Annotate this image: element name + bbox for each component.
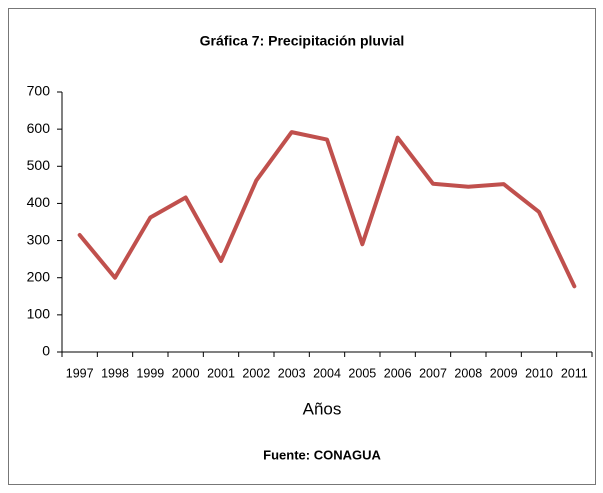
y-tick-label: 500 — [27, 157, 51, 173]
chart-frame — [8, 8, 596, 485]
x-tick-label: 2004 — [313, 366, 341, 380]
x-tick-label: 2010 — [525, 366, 553, 380]
data-line — [77, 130, 577, 289]
x-tick-label: 2001 — [207, 366, 235, 380]
chart-title: Gráfica 7: Precipitación pluvial — [200, 33, 405, 49]
x-tick-label: 2009 — [490, 366, 518, 380]
x-tick-label: 1998 — [101, 366, 129, 380]
y-tick-label: 400 — [27, 194, 51, 210]
x-tick-label: 1997 — [66, 366, 94, 380]
x-tick-label: 2003 — [278, 366, 306, 380]
x-tick-label: 1999 — [136, 366, 164, 380]
x-axis-label: Años — [303, 399, 342, 418]
y-tick-label: 200 — [27, 268, 51, 284]
x-tick-label: 2000 — [172, 366, 200, 380]
x-tick-label: 2002 — [242, 366, 270, 380]
x-tick-label: 2007 — [419, 366, 447, 380]
source-note: Fuente: CONAGUA — [263, 447, 381, 462]
y-tick-label: 600 — [27, 120, 51, 136]
x-tick-label: 2005 — [348, 366, 376, 380]
y-tick-label: 100 — [27, 306, 51, 322]
y-tick-label: 0 — [42, 343, 50, 359]
y-tick-label: 300 — [27, 231, 51, 247]
x-tick-label: 2011 — [561, 366, 588, 380]
y-tick-label: 700 — [27, 83, 51, 99]
x-tick-label: 2006 — [384, 366, 412, 380]
x-tick-label: 2008 — [454, 366, 482, 380]
